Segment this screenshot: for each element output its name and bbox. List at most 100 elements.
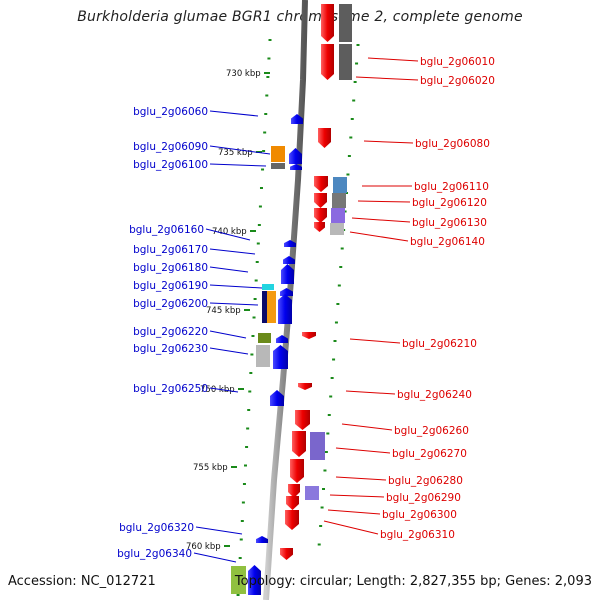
leader-line [209,266,249,273]
gene-label-bglu_2g06220[interactable]: bglu_2g06220 [133,326,208,338]
forward-gene-arrow [256,536,268,543]
reverse-gene-arrow [314,176,328,192]
scale-ticks [236,39,360,596]
gene-label-bglu_2g06260[interactable]: bglu_2g06260 [394,425,469,437]
gene-label-bglu_2g06190[interactable]: bglu_2g06190 [133,280,208,292]
gene-label-bglu_2g06310[interactable]: bglu_2g06310 [380,529,455,541]
gene-label-bglu_2g06010[interactable]: bglu_2g06010 [420,56,495,68]
reverse-gene-arrow [314,222,325,232]
reverse-gene-arrow [285,510,299,530]
gene-label-bglu_2g06100[interactable]: bglu_2g06100 [133,159,208,171]
gene-label-bglu_2g06160[interactable]: bglu_2g06160 [129,224,204,236]
leader-line [209,110,259,117]
reverse-gene-arrow [298,383,312,390]
leader-line [209,302,259,306]
forward-gene-arrow [248,565,261,595]
gene-label-bglu_2g06200[interactable]: bglu_2g06200 [133,298,208,310]
leader-line [329,494,385,498]
leader-line [209,284,263,289]
gene-label-bglu_2g06080[interactable]: bglu_2g06080 [415,138,490,150]
gene-label-bglu_2g06300[interactable]: bglu_2g06300 [382,509,457,521]
reverse-gene-arrow [318,128,331,148]
leader-line [209,387,239,393]
forward-gene-arrow [278,294,292,324]
leader-line [357,200,411,203]
reverse-gene-arrow [314,208,327,223]
leader-line [341,423,393,431]
gene-label-bglu_2g06290[interactable]: bglu_2g06290 [386,492,461,504]
forward-gene-arrow [289,148,302,164]
leader-line [209,330,247,339]
leader-line [335,476,387,481]
leader-line [349,338,401,344]
gene-label-bglu_2g06170[interactable]: bglu_2g06170 [133,244,208,256]
feature-box [305,486,319,500]
feature-box [339,4,352,42]
leader-line [205,228,251,241]
gene-label-bglu_2g06130[interactable]: bglu_2g06130 [412,217,487,229]
leader-line [367,57,419,62]
reverse-gene-arrow [321,44,334,80]
forward-gene-arrow [290,164,302,170]
gene-label-bglu_2g06120[interactable]: bglu_2g06120 [412,197,487,209]
reverse-gene-arrow [295,410,310,430]
feature-box [231,566,246,594]
feature-box [330,223,344,235]
leader-line [209,145,271,155]
kbp-label: 755 kbp [193,463,228,473]
forward-gene-arrow [276,335,288,343]
reverse-gene-arrow [290,459,304,483]
gene-label-bglu_2g06090[interactable]: bglu_2g06090 [133,141,208,153]
map-title: Burkholderia glumae BGR1 chromosome 2, c… [77,9,523,25]
kbp-label: 735 kbp [218,148,253,158]
gene-label-bglu_2g06280[interactable]: bglu_2g06280 [388,475,463,487]
gene-label-bglu_2g06240[interactable]: bglu_2g06240 [397,389,472,401]
leader-line [209,163,267,167]
gene-label-bglu_2g06020[interactable]: bglu_2g06020 [420,75,495,87]
feature-box [262,291,270,323]
gene-label-bglu_2g06140[interactable]: bglu_2g06140 [410,236,485,248]
gene-label-bglu_2g06180[interactable]: bglu_2g06180 [133,262,208,274]
leader-line [209,248,256,255]
forward-gene-arrow [280,288,293,296]
forward-gene-arrow [281,264,294,284]
gene-label-bglu_2g06210[interactable]: bglu_2g06210 [402,338,477,350]
leader-line [363,140,414,144]
kbp-markers: 730 kbp 735 kbp 740 kbp 745 kbp 750 kbp 755 k… [186,69,270,552]
gene-label-bglu_2g06270[interactable]: bglu_2g06270 [392,448,467,460]
kbp-label: 740 kbp [212,227,247,237]
kbp-label: 745 kbp [206,306,241,316]
feature-box [258,333,271,343]
leader-line [323,520,379,535]
feature-box [271,146,285,162]
reverse-gene-arrow [292,431,306,457]
leader-line [351,217,411,223]
feature-box [332,193,346,208]
forward-gene-arrow [283,256,295,264]
reverse-gene-arrow [288,484,300,498]
feature-box [310,432,325,460]
kbp-label: 760 kbp [186,542,221,552]
kbp-label: 750 kbp [200,385,235,395]
feature-box [339,44,352,80]
gene-label-bglu_2g06110[interactable]: bglu_2g06110 [414,181,489,193]
kbp-label: 730 kbp [226,69,261,79]
feature-box [271,163,285,169]
feature-box [333,177,347,193]
accession-text: Accession: NC_012721 [8,574,156,589]
reverse-gene-arrow [314,193,327,208]
leader-line [355,76,419,81]
feature-box [256,345,270,367]
gene-label-bglu_2g06060[interactable]: bglu_2g06060 [133,106,208,118]
gene-label-bglu_2g06340[interactable]: bglu_2g06340 [117,548,192,560]
reverse-gene-arrow [286,496,299,510]
gene-label-bglu_2g06250[interactable]: bglu_2g06250 [133,383,208,395]
leader-line [195,526,243,535]
leader-line [209,347,249,355]
gene-label-bglu_2g06230[interactable]: bglu_2g06230 [133,343,208,355]
reverse-gene-arrow [302,332,316,339]
gene-label-bglu_2g06320[interactable]: bglu_2g06320 [119,522,194,534]
leader-line [327,509,381,515]
forward-gene-arrow [284,240,296,247]
